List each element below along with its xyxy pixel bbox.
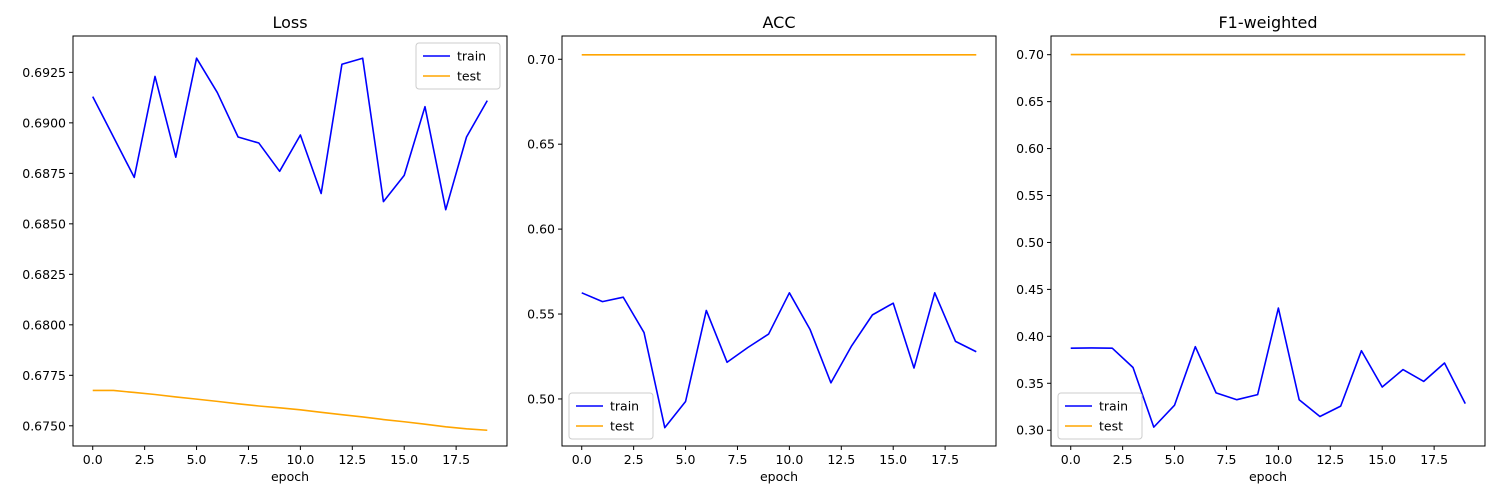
series-line-train bbox=[92, 57, 488, 211]
y-tick-label: 0.65 bbox=[527, 137, 555, 152]
y-tick-label: 0.6875 bbox=[22, 166, 66, 181]
chart-panel-3: F1-weighted 0.0 2.5 5.0 7.5 10.0 12.5 15.0 17.5 0… bbox=[1016, 13, 1486, 484]
x-tick-label: 5.0 bbox=[1165, 452, 1185, 467]
y-tick-label: 0.60 bbox=[527, 222, 555, 237]
series-line-test bbox=[92, 389, 488, 432]
series-line-train bbox=[581, 291, 977, 429]
y-tick-label: 0.60 bbox=[1016, 141, 1044, 156]
x-axis-label: epoch bbox=[1249, 469, 1287, 484]
legend: train test bbox=[568, 392, 654, 440]
x-tick-label: 10.0 bbox=[1264, 452, 1292, 467]
legend-box bbox=[568, 392, 654, 440]
chart-panel-1: Loss 0.0 2.5 5.0 7.5 10.0 12.5 15.0 17.5 0.6750 0.… bbox=[22, 13, 508, 484]
y-tick-label: 0.70 bbox=[1016, 47, 1044, 62]
legend-box bbox=[1057, 392, 1143, 440]
legend-label-test: test bbox=[457, 69, 481, 84]
axes-frame bbox=[1050, 35, 1486, 447]
x-tick-label: 12.5 bbox=[338, 452, 366, 467]
x-tick-label: 10.0 bbox=[775, 452, 803, 467]
x-tick-label: 5.0 bbox=[187, 452, 207, 467]
y-tick-label: 0.6800 bbox=[22, 317, 66, 332]
legend-label-train: train bbox=[1099, 399, 1128, 414]
chart-panel-2: ACC 0.0 2.5 5.0 7.5 10.0 12.5 15.0 17.5 0.50 0.55 0… bbox=[527, 13, 997, 484]
y-tick-label: 0.50 bbox=[1016, 235, 1044, 250]
x-tick-label: 17.5 bbox=[931, 452, 959, 467]
x-tick-label: 0.0 bbox=[83, 452, 103, 467]
legend: train test bbox=[1057, 392, 1143, 440]
x-tick-label: 12.5 bbox=[1316, 452, 1344, 467]
chart-title: ACC bbox=[762, 13, 795, 32]
legend-label-train: train bbox=[610, 399, 639, 414]
x-tick-label: 7.5 bbox=[239, 452, 259, 467]
x-tick-label: 15.0 bbox=[1368, 452, 1396, 467]
y-tick-label: 0.6900 bbox=[22, 115, 66, 130]
y-tick-label: 0.40 bbox=[1016, 329, 1044, 344]
axes-frame bbox=[561, 35, 997, 447]
chart-title: Loss bbox=[272, 13, 307, 32]
x-tick-label: 2.5 bbox=[624, 452, 644, 467]
y-tick-label: 0.6750 bbox=[22, 418, 66, 433]
chart-title: F1-weighted bbox=[1218, 13, 1317, 32]
x-tick-label: 17.5 bbox=[1420, 452, 1448, 467]
x-tick-label: 5.0 bbox=[676, 452, 696, 467]
x-tick-label: 0.0 bbox=[572, 452, 592, 467]
legend: train test bbox=[415, 42, 501, 90]
legend-box bbox=[415, 42, 501, 90]
x-tick-label: 15.0 bbox=[879, 452, 907, 467]
x-tick-label: 2.5 bbox=[1113, 452, 1133, 467]
x-tick-label: 7.5 bbox=[1217, 452, 1237, 467]
y-tick-label: 0.6825 bbox=[22, 267, 66, 282]
x-tick-label: 15.0 bbox=[390, 452, 418, 467]
x-tick-label: 2.5 bbox=[135, 452, 155, 467]
y-tick-label: 0.6850 bbox=[22, 216, 66, 231]
y-tick-label: 0.50 bbox=[527, 391, 555, 406]
y-tick-label: 0.70 bbox=[527, 52, 555, 67]
y-tick-label: 0.30 bbox=[1016, 423, 1044, 438]
y-tick-label: 0.65 bbox=[1016, 94, 1044, 109]
x-axis-label: epoch bbox=[760, 469, 798, 484]
x-tick-label: 7.5 bbox=[728, 452, 748, 467]
x-tick-label: 17.5 bbox=[442, 452, 470, 467]
y-tick-label: 0.6925 bbox=[22, 65, 66, 80]
x-tick-label: 0.0 bbox=[1061, 452, 1081, 467]
y-tick-label: 0.6775 bbox=[22, 368, 66, 383]
axes-frame bbox=[72, 35, 508, 447]
legend-label-test: test bbox=[1099, 419, 1123, 434]
x-axis-label: epoch bbox=[271, 469, 309, 484]
y-tick-label: 0.35 bbox=[1016, 376, 1044, 391]
x-tick-label: 10.0 bbox=[286, 452, 314, 467]
y-tick-label: 0.55 bbox=[1016, 188, 1044, 203]
legend-label-train: train bbox=[457, 49, 486, 64]
x-tick-label: 12.5 bbox=[827, 452, 855, 467]
series-line-train bbox=[1070, 307, 1466, 428]
legend-label-test: test bbox=[610, 419, 634, 434]
y-tick-label: 0.55 bbox=[527, 307, 555, 322]
y-tick-label: 0.45 bbox=[1016, 282, 1044, 297]
